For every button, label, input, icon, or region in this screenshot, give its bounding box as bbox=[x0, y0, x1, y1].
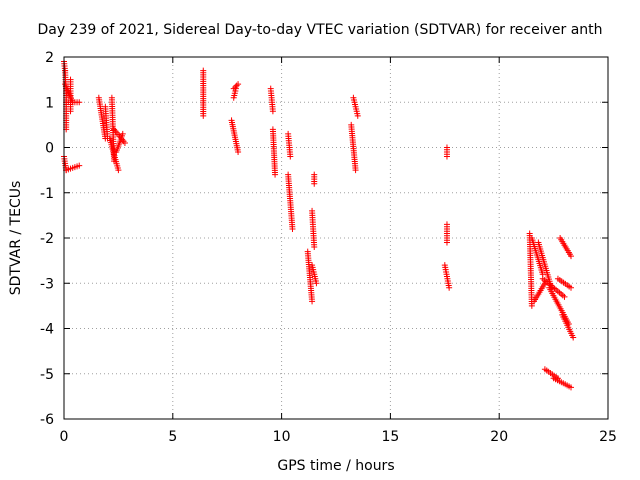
x-tick-label: 15 bbox=[381, 429, 399, 445]
data-point bbox=[121, 139, 128, 146]
y-tick-label: -6 bbox=[40, 412, 54, 428]
data-point bbox=[568, 384, 575, 391]
chart-title: Day 239 of 2021, Sidereal Day-to-day VTE… bbox=[37, 22, 602, 38]
tick-labels: 0 5 10 15 20 25 -6 -5 -4 -3 -2 -1 0 1 2 bbox=[40, 50, 617, 445]
data-point bbox=[67, 108, 74, 115]
y-tick-label: -3 bbox=[40, 276, 54, 292]
data-point bbox=[352, 167, 359, 174]
data-point bbox=[269, 108, 276, 115]
x-tick-label: 10 bbox=[273, 429, 291, 445]
data-point bbox=[311, 180, 318, 187]
data-points bbox=[61, 58, 577, 391]
data-point bbox=[115, 167, 122, 174]
data-point bbox=[354, 112, 361, 119]
x-tick-label: 20 bbox=[490, 429, 508, 445]
data-point bbox=[119, 130, 126, 137]
data-point bbox=[287, 153, 294, 160]
data-point bbox=[443, 239, 450, 246]
data-point bbox=[561, 293, 568, 300]
data-point bbox=[528, 302, 535, 309]
data-point bbox=[200, 112, 207, 119]
data-point bbox=[233, 82, 240, 89]
data-point bbox=[446, 284, 453, 291]
data-point bbox=[541, 280, 548, 287]
y-tick-label: -4 bbox=[40, 322, 54, 338]
data-point bbox=[570, 334, 577, 341]
data-point bbox=[568, 284, 575, 291]
y-tick-label: -2 bbox=[40, 231, 54, 247]
data-point bbox=[313, 280, 320, 287]
data-point bbox=[76, 99, 83, 106]
data-point bbox=[272, 171, 279, 178]
data-point bbox=[568, 253, 575, 260]
y-tick-label: 1 bbox=[45, 95, 54, 111]
y-tick-label: -5 bbox=[40, 367, 54, 383]
x-tick-label: 5 bbox=[168, 429, 177, 445]
y-tick-label: 0 bbox=[45, 141, 54, 157]
x-axis-label: GPS time / hours bbox=[277, 458, 394, 474]
plot-frame bbox=[63, 56, 609, 420]
y-tick-label: -1 bbox=[40, 186, 54, 202]
data-point bbox=[235, 81, 242, 88]
data-point bbox=[232, 85, 239, 92]
y-tick-label: 2 bbox=[45, 50, 54, 66]
data-point bbox=[309, 298, 316, 305]
grid-lines bbox=[64, 57, 608, 419]
x-tick-label: 25 bbox=[599, 429, 617, 445]
series-sdtvar bbox=[61, 58, 577, 391]
data-point bbox=[235, 149, 242, 156]
x-tick-label: 0 bbox=[60, 429, 69, 445]
y-axis-label: SDTVAR / TECUs bbox=[8, 181, 24, 296]
data-point bbox=[443, 153, 450, 160]
data-point bbox=[289, 225, 296, 232]
data-point bbox=[76, 162, 83, 169]
data-point bbox=[311, 244, 318, 251]
